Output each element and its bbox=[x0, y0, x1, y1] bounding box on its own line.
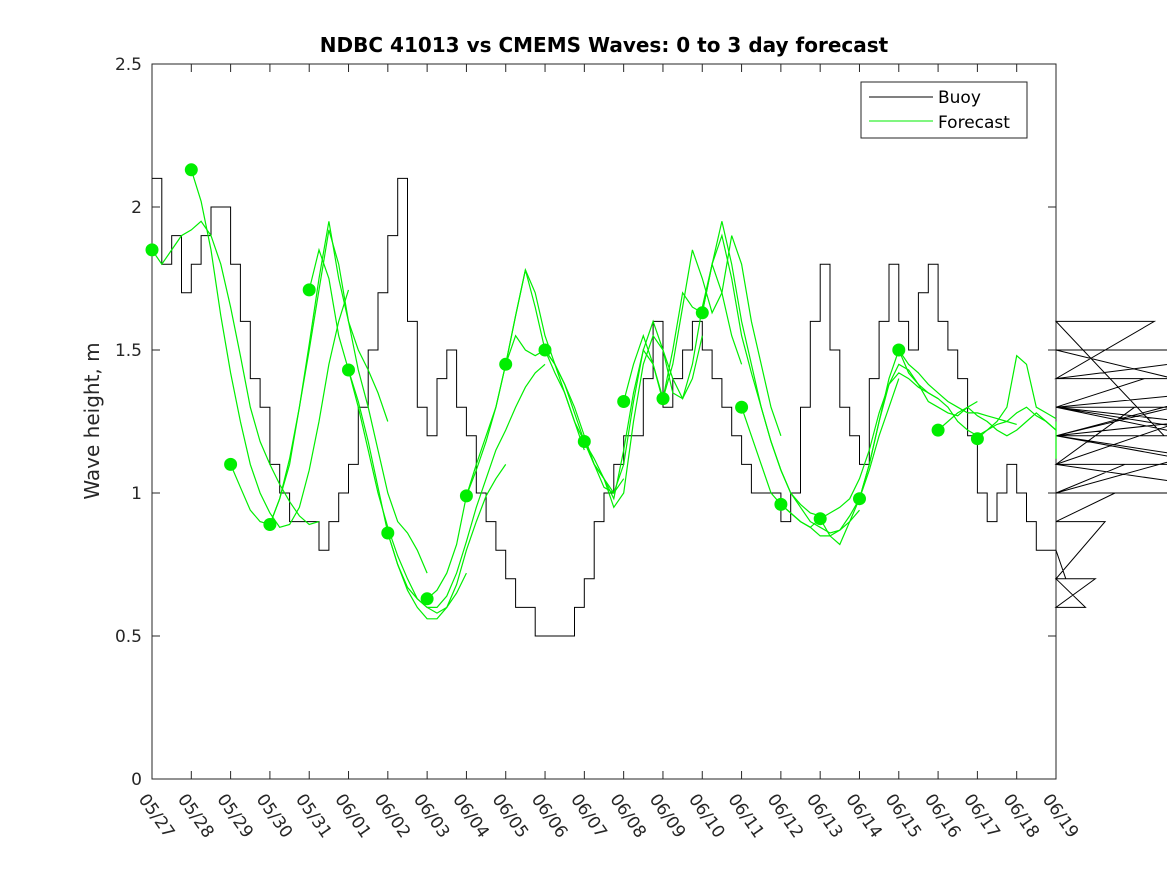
series-line-forecast bbox=[858, 348, 1017, 499]
series-line-forecast bbox=[230, 221, 389, 526]
forecast-marker bbox=[656, 392, 670, 406]
legend-box bbox=[860, 81, 1028, 139]
forecast-marker bbox=[617, 395, 631, 408]
forecast-marker bbox=[263, 518, 277, 531]
forecast-marker bbox=[420, 592, 434, 606]
series-line-forecast bbox=[780, 372, 939, 529]
legend: Buoy Forecast bbox=[860, 81, 1028, 139]
series-line-forecast bbox=[819, 363, 978, 546]
y-tick-label: 1.5 bbox=[115, 341, 142, 361]
legend-label-forecast: Forecast bbox=[938, 113, 1010, 133]
forecast-marker bbox=[302, 283, 316, 297]
forecast-marker bbox=[342, 363, 355, 377]
forecast-marker bbox=[892, 343, 906, 357]
forecast-marker bbox=[853, 492, 866, 506]
forecast-marker bbox=[459, 489, 473, 503]
series-line-forecast bbox=[269, 229, 428, 574]
y-axis-label: Wave height, m bbox=[80, 342, 104, 499]
forecast-markers bbox=[145, 163, 984, 606]
series-line-forecast bbox=[387, 363, 546, 608]
forecast-marker bbox=[970, 432, 984, 446]
forecast-marker bbox=[774, 497, 788, 511]
y-tick-label: 0.5 bbox=[115, 627, 142, 647]
series-line-forecast bbox=[347, 369, 507, 620]
forecast-marker bbox=[499, 357, 513, 371]
forecast-marker bbox=[735, 400, 749, 414]
forecast-marker bbox=[224, 457, 238, 471]
series-line-forecast bbox=[151, 220, 320, 526]
forecast-marker bbox=[931, 423, 945, 437]
forecast-marker bbox=[145, 243, 159, 257]
series-line-forecast bbox=[623, 235, 782, 436]
forecast-marker bbox=[381, 526, 395, 540]
chart-title: NDBC 41013 vs CMEMS Waves: 0 to 3 day fo… bbox=[320, 33, 889, 57]
forecast-marker bbox=[577, 435, 591, 448]
series-line-forecast bbox=[937, 406, 1057, 459]
forecast-marker bbox=[184, 163, 198, 177]
forecast-marker bbox=[538, 343, 552, 357]
y-tick-label: 0 bbox=[131, 770, 142, 790]
y-tick-label: 1 bbox=[131, 484, 142, 504]
legend-label-buoy: Buoy bbox=[938, 88, 981, 108]
y-tick-label: 2 bbox=[131, 198, 142, 218]
series-line-forecast bbox=[544, 334, 703, 509]
forecast-marker bbox=[695, 306, 709, 320]
series-line-forecast bbox=[701, 233, 860, 534]
series-line-forecast bbox=[741, 378, 900, 537]
y-tick-label: 2.5 bbox=[115, 55, 142, 75]
forecast-marker bbox=[813, 512, 827, 526]
series-line-forecast bbox=[583, 262, 743, 495]
series-line-forecast bbox=[190, 169, 350, 528]
series-line-forecast bbox=[977, 406, 1057, 440]
